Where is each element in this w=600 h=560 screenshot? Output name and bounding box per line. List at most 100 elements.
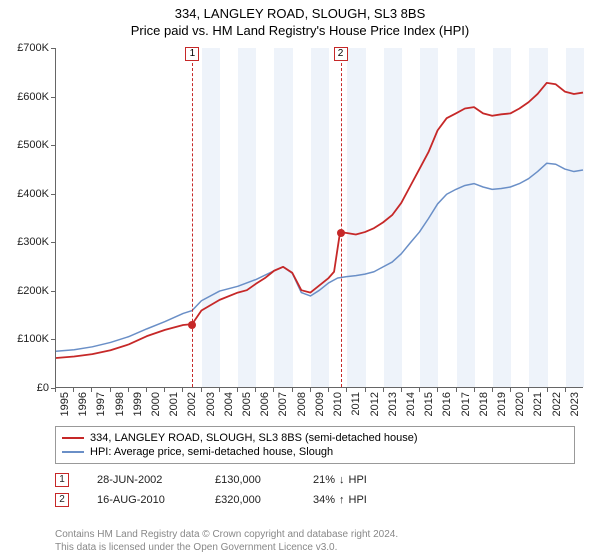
x-tick-mark: [219, 388, 220, 392]
x-tick-mark: [146, 388, 147, 392]
y-tick-label: £300K: [0, 236, 55, 248]
x-tick-label: 2017: [460, 392, 472, 416]
x-tick-mark: [456, 388, 457, 392]
y-tick-label: £700K: [0, 42, 55, 54]
chart-title-sub: Price paid vs. HM Land Registry's House …: [0, 21, 600, 38]
y-tick-mark: [51, 145, 55, 146]
x-tick-label: 2008: [296, 392, 308, 416]
x-tick-mark: [365, 388, 366, 392]
y-tick-label: £400K: [0, 188, 55, 200]
x-tick-mark: [474, 388, 475, 392]
x-tick-mark: [110, 388, 111, 392]
x-tick-mark: [510, 388, 511, 392]
x-tick-label: 1995: [59, 392, 71, 416]
legend-label: 334, LANGLEY ROAD, SLOUGH, SL3 8BS (semi…: [90, 432, 418, 444]
legend-swatch: [62, 437, 84, 439]
x-tick-label: 2012: [369, 392, 381, 416]
x-tick-label: 2000: [150, 392, 162, 416]
x-tick-mark: [383, 388, 384, 392]
x-tick-mark: [419, 388, 420, 392]
x-tick-mark: [328, 388, 329, 392]
x-tick-label: 2005: [241, 392, 253, 416]
sales-price: £320,000: [215, 494, 285, 506]
sales-delta-label: HPI: [349, 494, 367, 506]
x-tick-label: 1999: [132, 392, 144, 416]
y-tick-label: £600K: [0, 91, 55, 103]
x-tick-label: 2021: [532, 392, 544, 416]
x-tick-mark: [164, 388, 165, 392]
x-tick-mark: [401, 388, 402, 392]
x-tick-label: 2013: [387, 392, 399, 416]
x-tick-label: 2019: [496, 392, 508, 416]
x-tick-mark: [528, 388, 529, 392]
x-tick-label: 2022: [551, 392, 563, 416]
x-tick-mark: [73, 388, 74, 392]
x-tick-label: 2006: [259, 392, 271, 416]
x-tick-mark: [91, 388, 92, 392]
x-tick-mark: [547, 388, 548, 392]
x-tick-label: 2004: [223, 392, 235, 416]
x-tick-label: 2011: [350, 392, 362, 416]
sales-price: £130,000: [215, 474, 285, 486]
x-tick-mark: [346, 388, 347, 392]
y-tick-mark: [51, 48, 55, 49]
chart-lines-svg: [56, 48, 583, 387]
x-tick-label: 2003: [205, 392, 217, 416]
x-tick-mark: [565, 388, 566, 392]
sales-row: 216-AUG-2010£320,00034%↑HPI: [55, 490, 403, 510]
chart-title-address: 334, LANGLEY ROAD, SLOUGH, SL3 8BS: [0, 0, 600, 21]
sale-marker-dot: [337, 229, 345, 237]
sales-marker-box: 1: [55, 473, 69, 487]
x-tick-mark: [201, 388, 202, 392]
sale-marker-box: 2: [334, 47, 348, 61]
chart-plot-area: 12: [55, 48, 583, 388]
y-tick-label: £100K: [0, 333, 55, 345]
y-tick-label: £200K: [0, 285, 55, 297]
sales-marker-box: 2: [55, 493, 69, 507]
x-tick-mark: [255, 388, 256, 392]
series-line: [56, 163, 583, 351]
x-tick-mark: [237, 388, 238, 392]
x-tick-label: 1997: [95, 392, 107, 416]
x-tick-mark: [273, 388, 274, 392]
sale-marker-line: [341, 48, 342, 387]
x-tick-label: 2002: [186, 392, 198, 416]
y-tick-mark: [51, 97, 55, 98]
y-tick-mark: [51, 194, 55, 195]
legend-item: HPI: Average price, semi-detached house,…: [62, 445, 568, 459]
legend-label: HPI: Average price, semi-detached house,…: [90, 446, 333, 458]
attribution-line2: This data is licensed under the Open Gov…: [55, 542, 398, 555]
x-tick-mark: [128, 388, 129, 392]
x-tick-label: 2015: [423, 392, 435, 416]
attribution-line1: Contains HM Land Registry data © Crown c…: [55, 529, 398, 542]
x-tick-label: 2009: [314, 392, 326, 416]
sales-delta-label: HPI: [349, 474, 367, 486]
x-tick-label: 2010: [332, 392, 344, 416]
legend-item: 334, LANGLEY ROAD, SLOUGH, SL3 8BS (semi…: [62, 431, 568, 445]
y-tick-label: £500K: [0, 139, 55, 151]
arrow-down-icon: ↓: [339, 474, 345, 486]
x-tick-label: 2016: [441, 392, 453, 416]
y-tick-mark: [51, 291, 55, 292]
sales-delta-pct: 21%: [313, 474, 335, 486]
x-tick-label: 1998: [114, 392, 126, 416]
sales-delta: 21% ↓ HPI: [313, 474, 403, 486]
sale-marker-line: [192, 48, 193, 387]
sales-date: 28-JUN-2002: [97, 474, 187, 486]
x-tick-mark: [492, 388, 493, 392]
x-tick-label: 1996: [77, 392, 89, 416]
y-tick-label: £0: [0, 382, 55, 394]
sale-marker-dot: [188, 321, 196, 329]
x-tick-mark: [55, 388, 56, 392]
x-tick-label: 2001: [168, 392, 180, 416]
attribution-text: Contains HM Land Registry data © Crown c…: [55, 529, 398, 554]
y-tick-mark: [51, 242, 55, 243]
sale-marker-box: 1: [185, 47, 199, 61]
sales-delta: 34%↑HPI: [313, 494, 403, 506]
x-tick-label: 2014: [405, 392, 417, 416]
legend-box: 334, LANGLEY ROAD, SLOUGH, SL3 8BS (semi…: [55, 426, 575, 464]
sales-delta-pct: 34%: [313, 494, 335, 506]
x-tick-label: 2023: [569, 392, 581, 416]
x-tick-mark: [437, 388, 438, 392]
x-tick-label: 2018: [478, 392, 490, 416]
